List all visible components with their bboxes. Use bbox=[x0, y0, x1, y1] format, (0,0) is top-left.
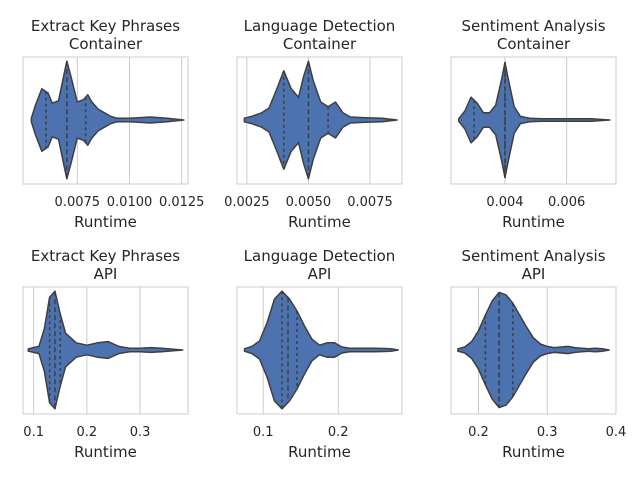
x-axis-label: Runtime bbox=[74, 443, 137, 461]
x-tick-label: 0.0125 bbox=[159, 195, 205, 210]
plot-frame bbox=[236, 56, 403, 185]
subplot-title: Language Detection bbox=[244, 17, 396, 35]
x-axis-label: Runtime bbox=[502, 213, 565, 231]
subplot-subtitle: Container bbox=[69, 35, 143, 53]
violin-body bbox=[30, 60, 185, 180]
plot-frame bbox=[450, 56, 617, 185]
x-axis-label: Runtime bbox=[288, 443, 351, 461]
plot-frame bbox=[236, 286, 403, 415]
violin-body bbox=[243, 60, 398, 180]
plot-frame bbox=[22, 286, 189, 415]
subplot: 0.0025 0.0050 0.0075 Runtime Language Detect… bbox=[224, 17, 403, 231]
subplot-title: Extract Key Phrases bbox=[31, 17, 180, 35]
violin-body bbox=[27, 290, 184, 410]
x-tick-label: 0.0075 bbox=[55, 195, 101, 210]
x-tick-label: 0.0025 bbox=[224, 195, 270, 210]
x-tick-label: 0.004 bbox=[486, 195, 523, 210]
violin-body bbox=[457, 291, 610, 409]
plot-frame bbox=[22, 56, 189, 185]
subplot-title: Extract Key Phrases bbox=[31, 247, 180, 265]
x-axis-label: Runtime bbox=[288, 213, 351, 231]
plot-frame bbox=[450, 286, 617, 415]
subplot-subtitle: Container bbox=[497, 35, 571, 53]
x-tick-label: 0.1 bbox=[253, 425, 274, 440]
x-tick-label: 0.006 bbox=[548, 195, 585, 210]
x-tick-label: 0.3 bbox=[130, 425, 151, 440]
subplot: 0.0075 0.0100 0.0125 Runtime Extract Key Phr… bbox=[22, 17, 205, 231]
violin-body bbox=[457, 61, 611, 179]
x-tick-label: 0.4 bbox=[606, 425, 627, 440]
violin-body bbox=[243, 290, 399, 410]
subplot-subtitle: API bbox=[308, 265, 332, 283]
x-tick-label: 0.0075 bbox=[347, 195, 393, 210]
subplot-title: Sentiment Analysis bbox=[461, 247, 605, 265]
x-tick-label: 0.2 bbox=[328, 425, 349, 440]
x-tick-label: 0.2 bbox=[77, 425, 98, 440]
x-axis-label: Runtime bbox=[74, 213, 137, 231]
x-tick-label: 0.0050 bbox=[286, 195, 332, 210]
subplot-title: Language Detection bbox=[244, 247, 396, 265]
subplot-title: Sentiment Analysis bbox=[461, 17, 605, 35]
subplot-subtitle: Container bbox=[283, 35, 357, 53]
x-tick-label: 0.0100 bbox=[107, 195, 153, 210]
x-tick-label: 0.2 bbox=[468, 425, 489, 440]
subplot: 0.004 0.006 Runtime Sentiment AnalysisConta… bbox=[450, 17, 617, 231]
subplot-subtitle: API bbox=[94, 265, 118, 283]
x-tick-label: 0.1 bbox=[23, 425, 44, 440]
x-axis-label: Runtime bbox=[502, 443, 565, 461]
x-tick-label: 0.3 bbox=[537, 425, 558, 440]
subplot-subtitle: API bbox=[522, 265, 546, 283]
